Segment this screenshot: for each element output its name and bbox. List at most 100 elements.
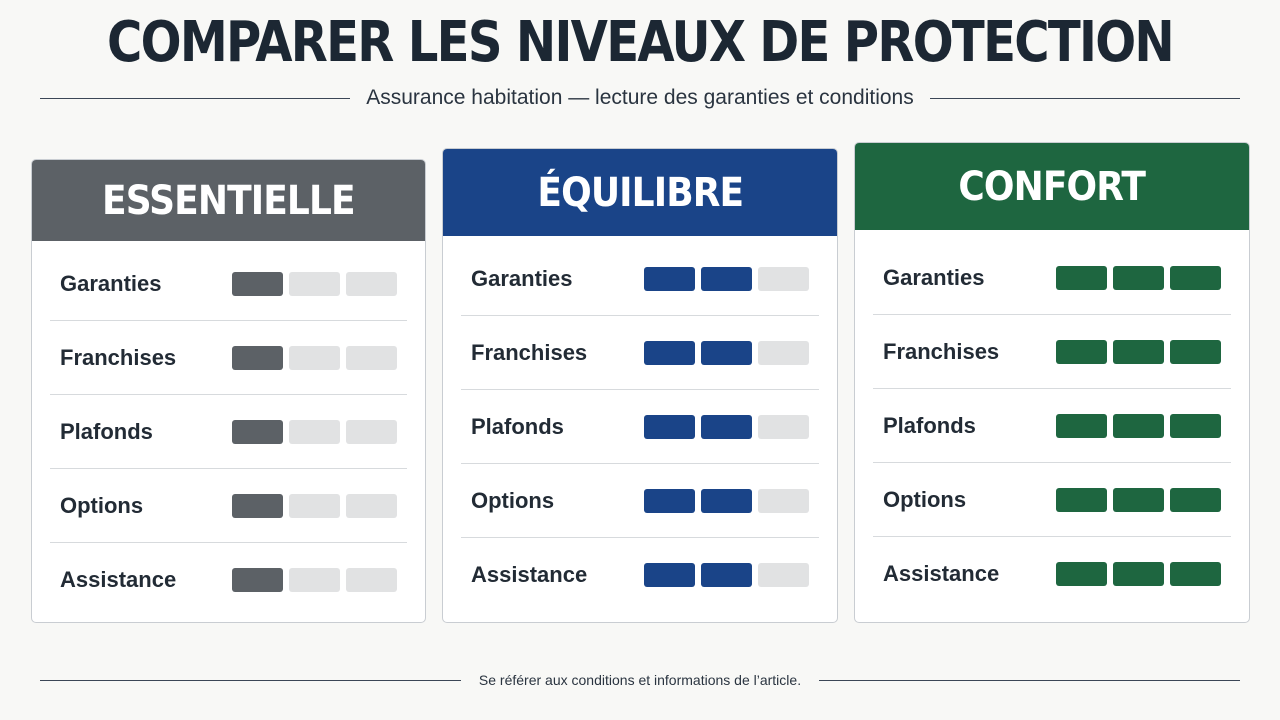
level-meter bbox=[232, 271, 397, 296]
criteria-label: Options bbox=[60, 492, 144, 518]
level-bar-empty bbox=[289, 567, 340, 592]
level-bar-filled bbox=[1113, 487, 1164, 512]
level-bar-filled bbox=[1170, 339, 1221, 364]
level-bar-filled bbox=[232, 419, 283, 444]
criteria-label: Assistance bbox=[60, 566, 177, 592]
criteria-label: Garanties bbox=[471, 265, 573, 291]
level-bar-empty bbox=[289, 493, 340, 518]
level-meter bbox=[1056, 487, 1221, 512]
level-bar-filled bbox=[1113, 561, 1164, 586]
level-bar-filled bbox=[232, 271, 283, 296]
divider-right bbox=[929, 97, 1240, 99]
level-bar-filled bbox=[1056, 265, 1107, 290]
level-bar-empty bbox=[346, 493, 397, 518]
criteria-row: Options bbox=[461, 464, 819, 538]
criteria-label: Franchises bbox=[883, 338, 1000, 364]
level-bar-filled bbox=[701, 266, 752, 291]
level-bar-empty bbox=[346, 345, 397, 370]
subtitle-row: Assurance habitation — lecture des garan… bbox=[40, 84, 1240, 112]
criteria-row: Garanties bbox=[50, 247, 407, 321]
criteria-label: Franchises bbox=[471, 339, 588, 365]
tier-name: CONFORT bbox=[958, 163, 1147, 210]
criteria-row: Plafonds bbox=[461, 390, 819, 464]
level-meter bbox=[1056, 339, 1221, 364]
level-meter bbox=[1056, 413, 1221, 438]
level-bar-filled bbox=[1113, 265, 1164, 290]
tier-header: CONFORT bbox=[855, 143, 1249, 230]
criteria-label: Options bbox=[471, 487, 555, 513]
level-bar-filled bbox=[1170, 561, 1221, 586]
level-bar-filled bbox=[232, 567, 283, 592]
level-bar-empty bbox=[758, 414, 809, 439]
divider-left bbox=[40, 97, 351, 99]
criteria-row: Assistance bbox=[50, 543, 407, 616]
level-meter bbox=[644, 266, 809, 291]
criteria-label: Assistance bbox=[471, 561, 588, 587]
page-subtitle: Assurance habitation — lecture des garan… bbox=[366, 86, 914, 109]
level-bar-empty bbox=[346, 271, 397, 296]
criteria-row: Options bbox=[50, 469, 407, 543]
level-bar-filled bbox=[644, 562, 695, 587]
tier-name: ESSENTIELLE bbox=[102, 177, 356, 224]
tier-card-equilibre: ÉQUILIBRE Garanties Franchises Plafonds Opt… bbox=[442, 148, 838, 623]
level-meter bbox=[1056, 265, 1221, 290]
criteria-row: Assistance bbox=[461, 538, 819, 611]
level-bar-filled bbox=[232, 493, 283, 518]
level-bar-empty bbox=[289, 419, 340, 444]
level-meter bbox=[1056, 561, 1221, 586]
level-meter bbox=[232, 567, 397, 592]
criteria-label: Options bbox=[883, 486, 967, 512]
level-bar-filled bbox=[644, 266, 695, 291]
level-bar-empty bbox=[758, 340, 809, 365]
level-bar-empty bbox=[758, 488, 809, 513]
level-bar-filled bbox=[1113, 339, 1164, 364]
criteria-row: Plafonds bbox=[873, 389, 1231, 463]
level-bar-filled bbox=[701, 562, 752, 587]
level-bar-filled bbox=[644, 414, 695, 439]
criteria-label: Garanties bbox=[60, 270, 162, 296]
level-bar-filled bbox=[1056, 487, 1107, 512]
tier-card-confort: CONFORT Garanties Franchises Plafonds Optio… bbox=[854, 142, 1250, 623]
criteria-row: Assistance bbox=[873, 537, 1231, 610]
criteria-label: Garanties bbox=[883, 264, 985, 290]
footer-divider-right bbox=[819, 679, 1241, 681]
level-meter bbox=[232, 493, 397, 518]
level-bar-filled bbox=[1056, 413, 1107, 438]
level-bar-filled bbox=[1170, 487, 1221, 512]
tier-header: ESSENTIELLE bbox=[32, 160, 425, 241]
level-bar-filled bbox=[1056, 561, 1107, 586]
criteria-label: Plafonds bbox=[471, 413, 564, 439]
level-meter bbox=[644, 414, 809, 439]
level-bar-empty bbox=[346, 567, 397, 592]
level-bar-filled bbox=[1113, 413, 1164, 438]
footer-row: Se référer aux conditions et information… bbox=[40, 668, 1241, 692]
footer-note: Se référer aux conditions et information… bbox=[478, 672, 802, 688]
tier-name: ÉQUILIBRE bbox=[537, 169, 744, 216]
level-bar-empty bbox=[758, 562, 809, 587]
tier-header: ÉQUILIBRE bbox=[443, 149, 837, 236]
level-bar-filled bbox=[1056, 339, 1107, 364]
level-meter bbox=[644, 488, 809, 513]
level-bar-filled bbox=[701, 488, 752, 513]
level-meter bbox=[644, 562, 809, 587]
level-bar-filled bbox=[232, 345, 283, 370]
level-bar-empty bbox=[289, 345, 340, 370]
criteria-label: Franchises bbox=[60, 344, 177, 370]
level-meter bbox=[232, 345, 397, 370]
criteria-label: Plafonds bbox=[883, 412, 976, 438]
criteria-row: Options bbox=[873, 463, 1231, 537]
criteria-label: Plafonds bbox=[60, 418, 153, 444]
tier-card-essentielle: ESSENTIELLE Garanties Franchises Plafonds O… bbox=[31, 159, 426, 623]
level-bar-filled bbox=[644, 488, 695, 513]
footer-divider-left bbox=[40, 679, 461, 681]
page-title: COMPARER LES NIVEAUX DE PROTECTION bbox=[106, 10, 1175, 75]
level-bar-filled bbox=[1170, 265, 1221, 290]
level-bar-filled bbox=[701, 340, 752, 365]
level-meter bbox=[644, 340, 809, 365]
level-bar-filled bbox=[644, 340, 695, 365]
level-bar-empty bbox=[346, 419, 397, 444]
level-bar-filled bbox=[1170, 413, 1221, 438]
criteria-row: Garanties bbox=[461, 242, 819, 316]
criteria-row: Garanties bbox=[873, 241, 1231, 315]
criteria-label: Assistance bbox=[883, 560, 1000, 586]
